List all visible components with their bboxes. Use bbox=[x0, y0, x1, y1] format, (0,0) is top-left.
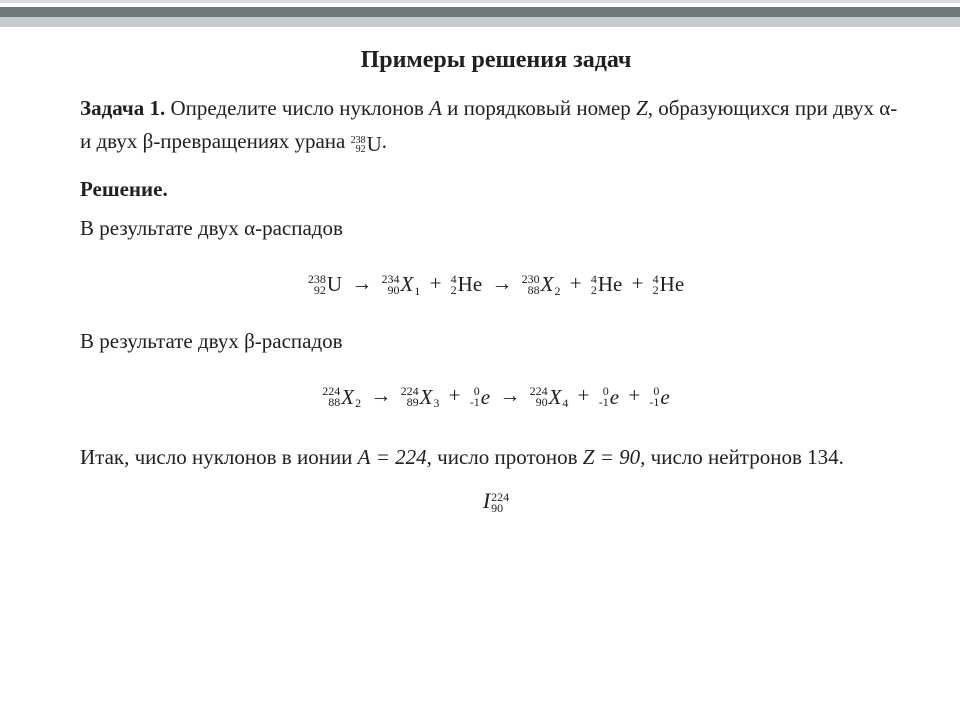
problem-text-3: , образующихся при двух bbox=[648, 96, 879, 120]
page-title: Примеры решения задач bbox=[80, 47, 912, 74]
iso-X3: 22489X3 bbox=[401, 383, 440, 411]
plus-icon: + bbox=[566, 271, 586, 296]
final-isotope: I22490 bbox=[80, 488, 912, 514]
arrow-icon: → bbox=[495, 383, 524, 408]
iso-e2: 0-1e bbox=[599, 383, 619, 410]
plus-icon: + bbox=[624, 383, 644, 408]
concl-Z: Z = 90 bbox=[583, 445, 640, 469]
top-rule-group bbox=[0, 0, 960, 27]
plus-icon: + bbox=[445, 383, 465, 408]
iso-e1: 0-1e bbox=[470, 383, 490, 410]
u-symbol: U bbox=[367, 128, 382, 161]
var-Z: Z bbox=[636, 96, 648, 120]
problem-text-5: -превращениях урана bbox=[153, 129, 350, 153]
final-charge: 90 bbox=[491, 503, 509, 514]
iso-He4-a: 42He bbox=[451, 271, 483, 298]
iso-X2: 23088X2 bbox=[522, 271, 561, 299]
uranium-isotope: 23892U bbox=[351, 127, 382, 161]
plus-icon: + bbox=[628, 271, 648, 296]
concl-3: , число нейтронов 134. bbox=[640, 445, 844, 469]
iso-e3: 0-1e bbox=[649, 383, 669, 410]
iso-U238: 23892U bbox=[308, 271, 342, 298]
problem-label: Задача 1. bbox=[80, 96, 165, 120]
concl-1: Итак, число нуклонов в ионии bbox=[80, 445, 358, 469]
iso-He4-b: 42He bbox=[591, 271, 623, 298]
beta-symbol: β bbox=[143, 129, 154, 153]
plus-icon: + bbox=[574, 383, 594, 408]
iso-X2b: 22488X2 bbox=[322, 383, 361, 411]
arrow-icon: → bbox=[347, 271, 376, 296]
iso-He4-c: 42He bbox=[653, 271, 685, 298]
var-A: А bbox=[429, 96, 442, 120]
iso-X4: 22490X4 bbox=[530, 383, 569, 411]
rule-light bbox=[0, 17, 960, 27]
equation-beta: 22488X2 → 22489X3 + 0-1e → 22490X4 + 0-1… bbox=[80, 383, 912, 411]
final-scripts: 22490 bbox=[491, 492, 509, 514]
problem-text-2: и порядковый номер bbox=[442, 96, 636, 120]
plus-icon: + bbox=[426, 271, 446, 296]
solution-heading: Решение. bbox=[80, 177, 912, 202]
iso-X1: 23490X1 bbox=[381, 271, 420, 299]
final-symbol: I bbox=[483, 488, 490, 513]
alpha-symbol: α bbox=[879, 96, 890, 120]
concl-2: , число протонов bbox=[427, 445, 583, 469]
rule-dark bbox=[0, 7, 960, 17]
problem-period: . bbox=[382, 129, 387, 153]
arrow-icon: → bbox=[487, 271, 516, 296]
alpha-decay-line: В результате двух α-распадов bbox=[80, 212, 912, 245]
problem-statement: Задача 1. Определите число нуклонов А и … bbox=[80, 92, 912, 161]
page-content: Примеры решения задач Задача 1. Определи… bbox=[0, 27, 960, 514]
arrow-icon: → bbox=[366, 383, 395, 408]
equation-alpha: 23892U → 23490X1 + 42He → 23088X2 + 42He… bbox=[80, 271, 912, 299]
conclusion-text: Итак, число нуклонов в ионии А = 224, чи… bbox=[80, 441, 912, 474]
problem-text-1: Определите число нуклонов bbox=[165, 96, 429, 120]
u-charge: 92 bbox=[351, 145, 366, 154]
concl-A: А = 224 bbox=[358, 445, 427, 469]
beta-decay-line: В результате двух β-распадов bbox=[80, 325, 912, 358]
